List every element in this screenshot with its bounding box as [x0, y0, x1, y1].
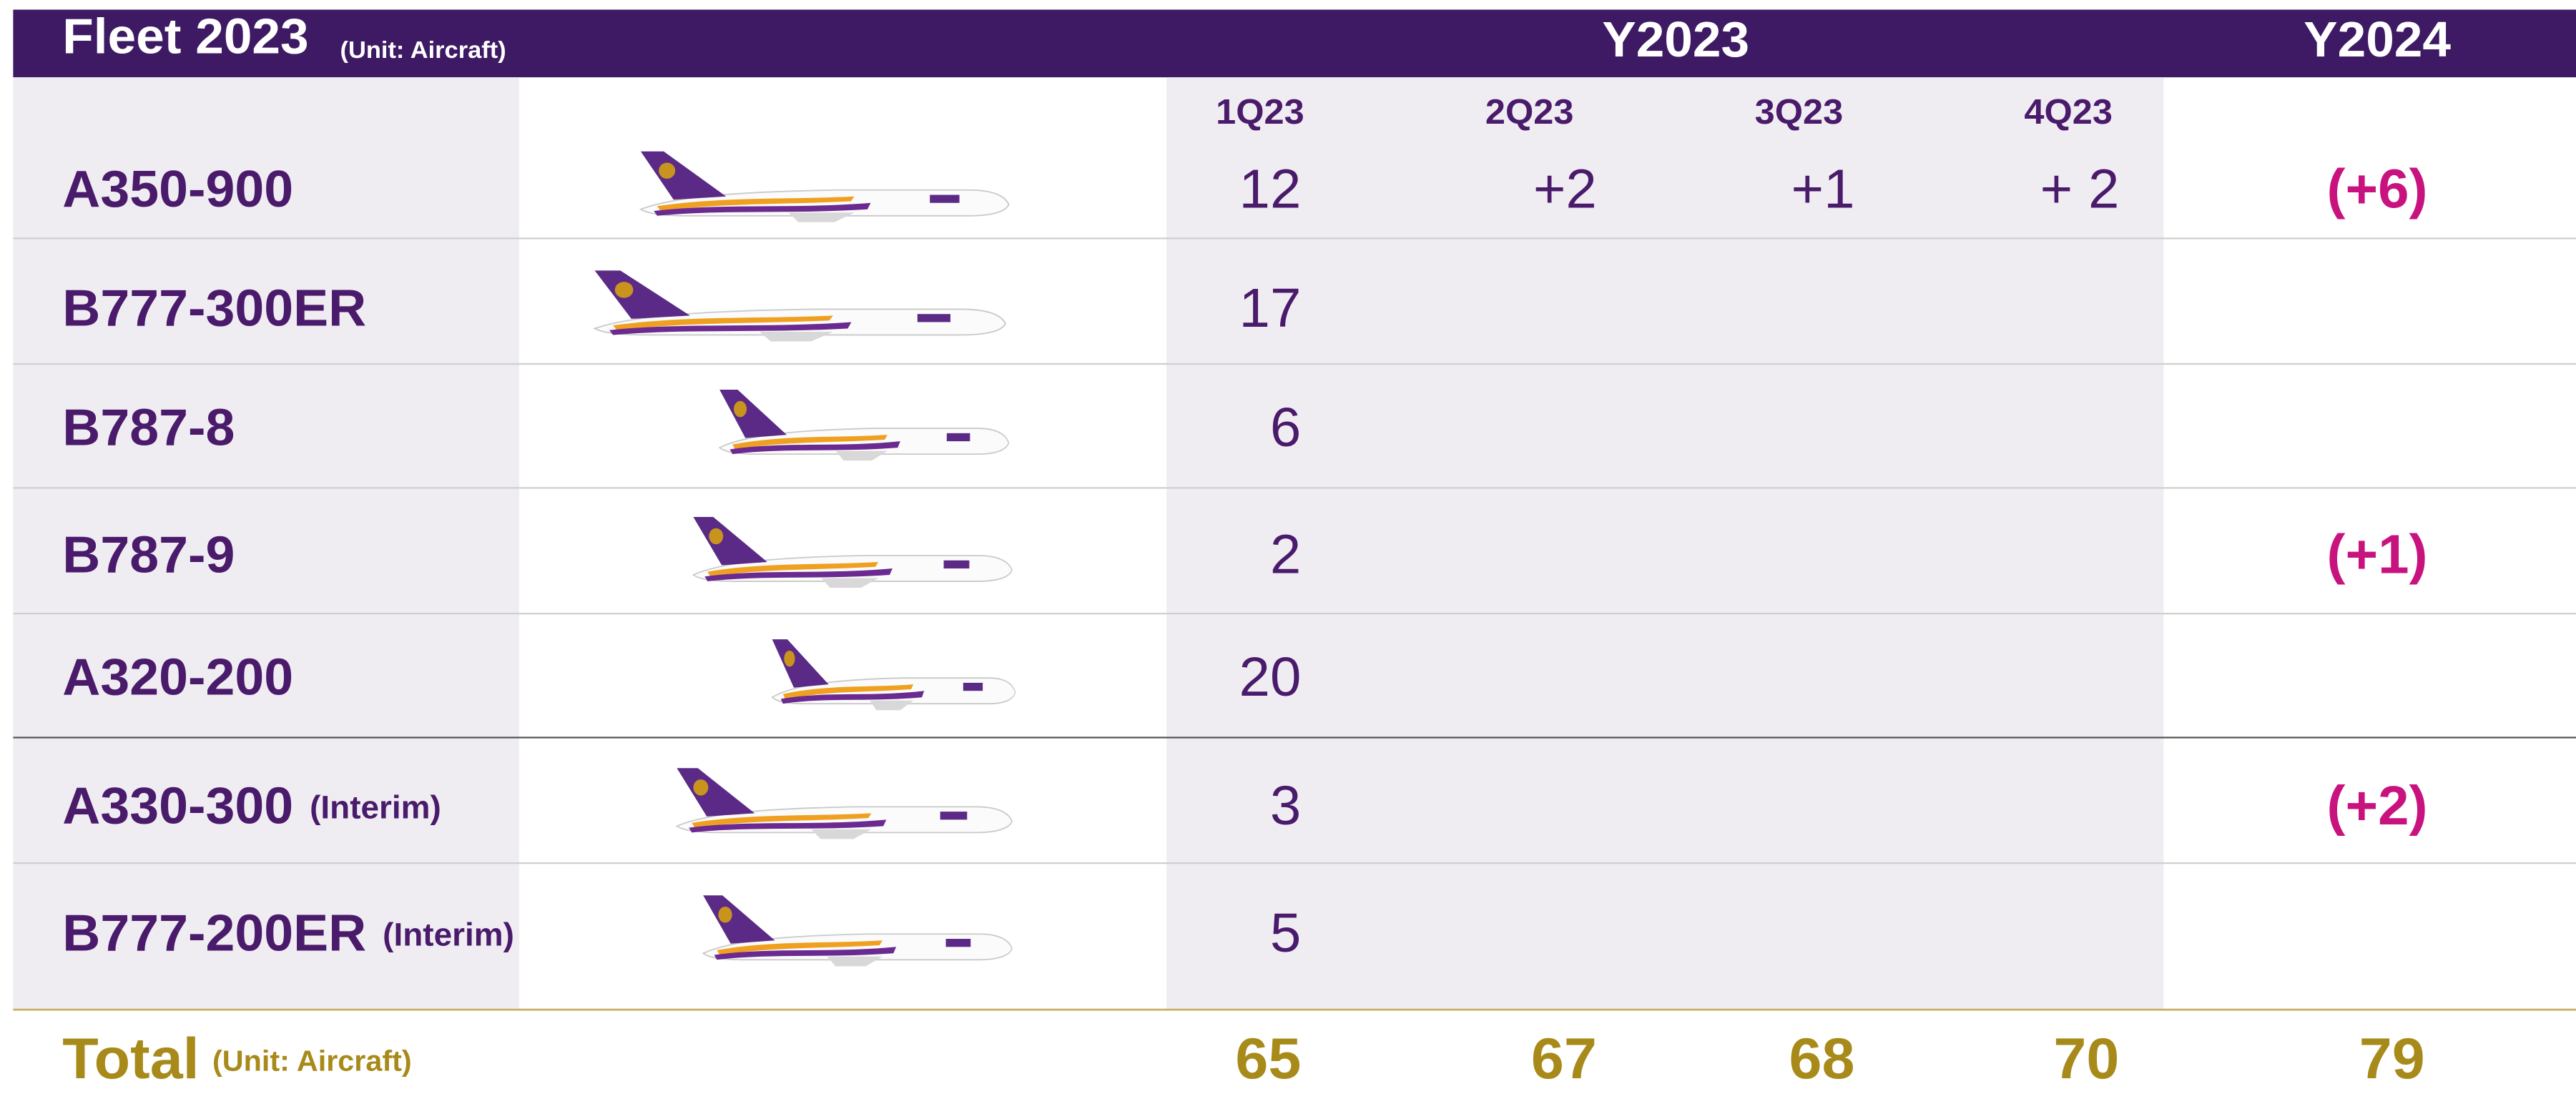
group-header: Y2023 [1602, 11, 1749, 67]
aircraft-name-text: B787-8 [62, 399, 235, 456]
aircraft-image [703, 895, 1012, 966]
aircraft-name-text: A330-300 [62, 778, 293, 835]
total-y2024: 79 [2359, 1027, 2425, 1091]
aircraft-shape [772, 639, 1016, 710]
fleet-count: + 2 [2040, 159, 2120, 220]
aircraft-note: (Interim) [310, 789, 441, 825]
fleet-count: 3 [1270, 776, 1301, 837]
aircraft-name: B787-9 [62, 526, 235, 583]
fleet-count: 6 [1270, 398, 1301, 458]
fleet-count: 2 [1270, 524, 1301, 585]
aircraft-name: A320-200 [62, 649, 293, 706]
aircraft-image [772, 639, 1016, 710]
aircraft-shape [703, 895, 1012, 966]
aircraft-shape [693, 517, 1012, 588]
aircraft-name-text: A320-200 [62, 649, 293, 706]
total-count: 68 [1789, 1027, 1855, 1091]
quarter-column-bg [1166, 77, 2163, 1010]
total-count: 65 [1235, 1027, 1301, 1091]
aircraft-name: A350-900 [62, 161, 293, 218]
y2024-change: (+1) [2327, 524, 2428, 585]
y2024-change: (+2) [2327, 776, 2428, 837]
aircraft-name-text: B787-9 [62, 526, 235, 583]
quarter-header: 2Q23 [1485, 92, 1574, 131]
aircraft-name-text: B777-300ER [62, 280, 366, 337]
y2024-change: (+6) [2327, 159, 2428, 220]
total-count: 70 [2053, 1027, 2119, 1091]
title-unit: (Unit: Aircraft) [340, 36, 506, 64]
quarter-header: 4Q23 [2024, 92, 2113, 131]
aircraft-note: (Interim) [383, 917, 514, 952]
quarter-header: 1Q23 [1216, 92, 1304, 131]
total-label-text: Total [62, 1027, 199, 1091]
aircraft-image [719, 390, 1008, 460]
aircraft-name: B787-8 [62, 399, 235, 456]
aircraft-shape [719, 390, 1008, 460]
fleet-count: 5 [1270, 903, 1301, 964]
fleet-count: 12 [1239, 159, 1302, 220]
group-header: Y2024 [2304, 11, 2451, 67]
fleet-count: 17 [1239, 278, 1302, 339]
aircraft-image [693, 517, 1012, 588]
fleet-count: +1 [1791, 159, 1854, 220]
title: Fleet 2023 [62, 8, 308, 64]
total-label: Total (Unit: Aircraft) [62, 1027, 411, 1091]
fleet-table: Fleet 2023 (Unit: Aircraft) Y2023 Y2024 … [0, 0, 2576, 1111]
aircraft-image [641, 152, 1009, 222]
aircraft-image [677, 768, 1012, 839]
aircraft-shape [641, 152, 1009, 222]
aircraft-shape [677, 768, 1012, 839]
aircraft-shape [595, 270, 1006, 341]
aircraft-name-text: B777-200ER [62, 904, 366, 962]
total-count: 67 [1531, 1027, 1597, 1091]
quarter-header: 3Q23 [1755, 92, 1844, 131]
fleet-count: 20 [1239, 647, 1302, 708]
aircraft-name-text: A350-900 [62, 161, 293, 218]
page: Fleet 2023 (Unit: Aircraft) Y2023 Y2024 … [0, 0, 2576, 1111]
aircraft-image [595, 270, 1006, 341]
total-unit: (Unit: Aircraft) [212, 1045, 412, 1078]
fleet-count: +2 [1533, 159, 1597, 220]
aircraft-name: B777-300ER [62, 280, 366, 337]
